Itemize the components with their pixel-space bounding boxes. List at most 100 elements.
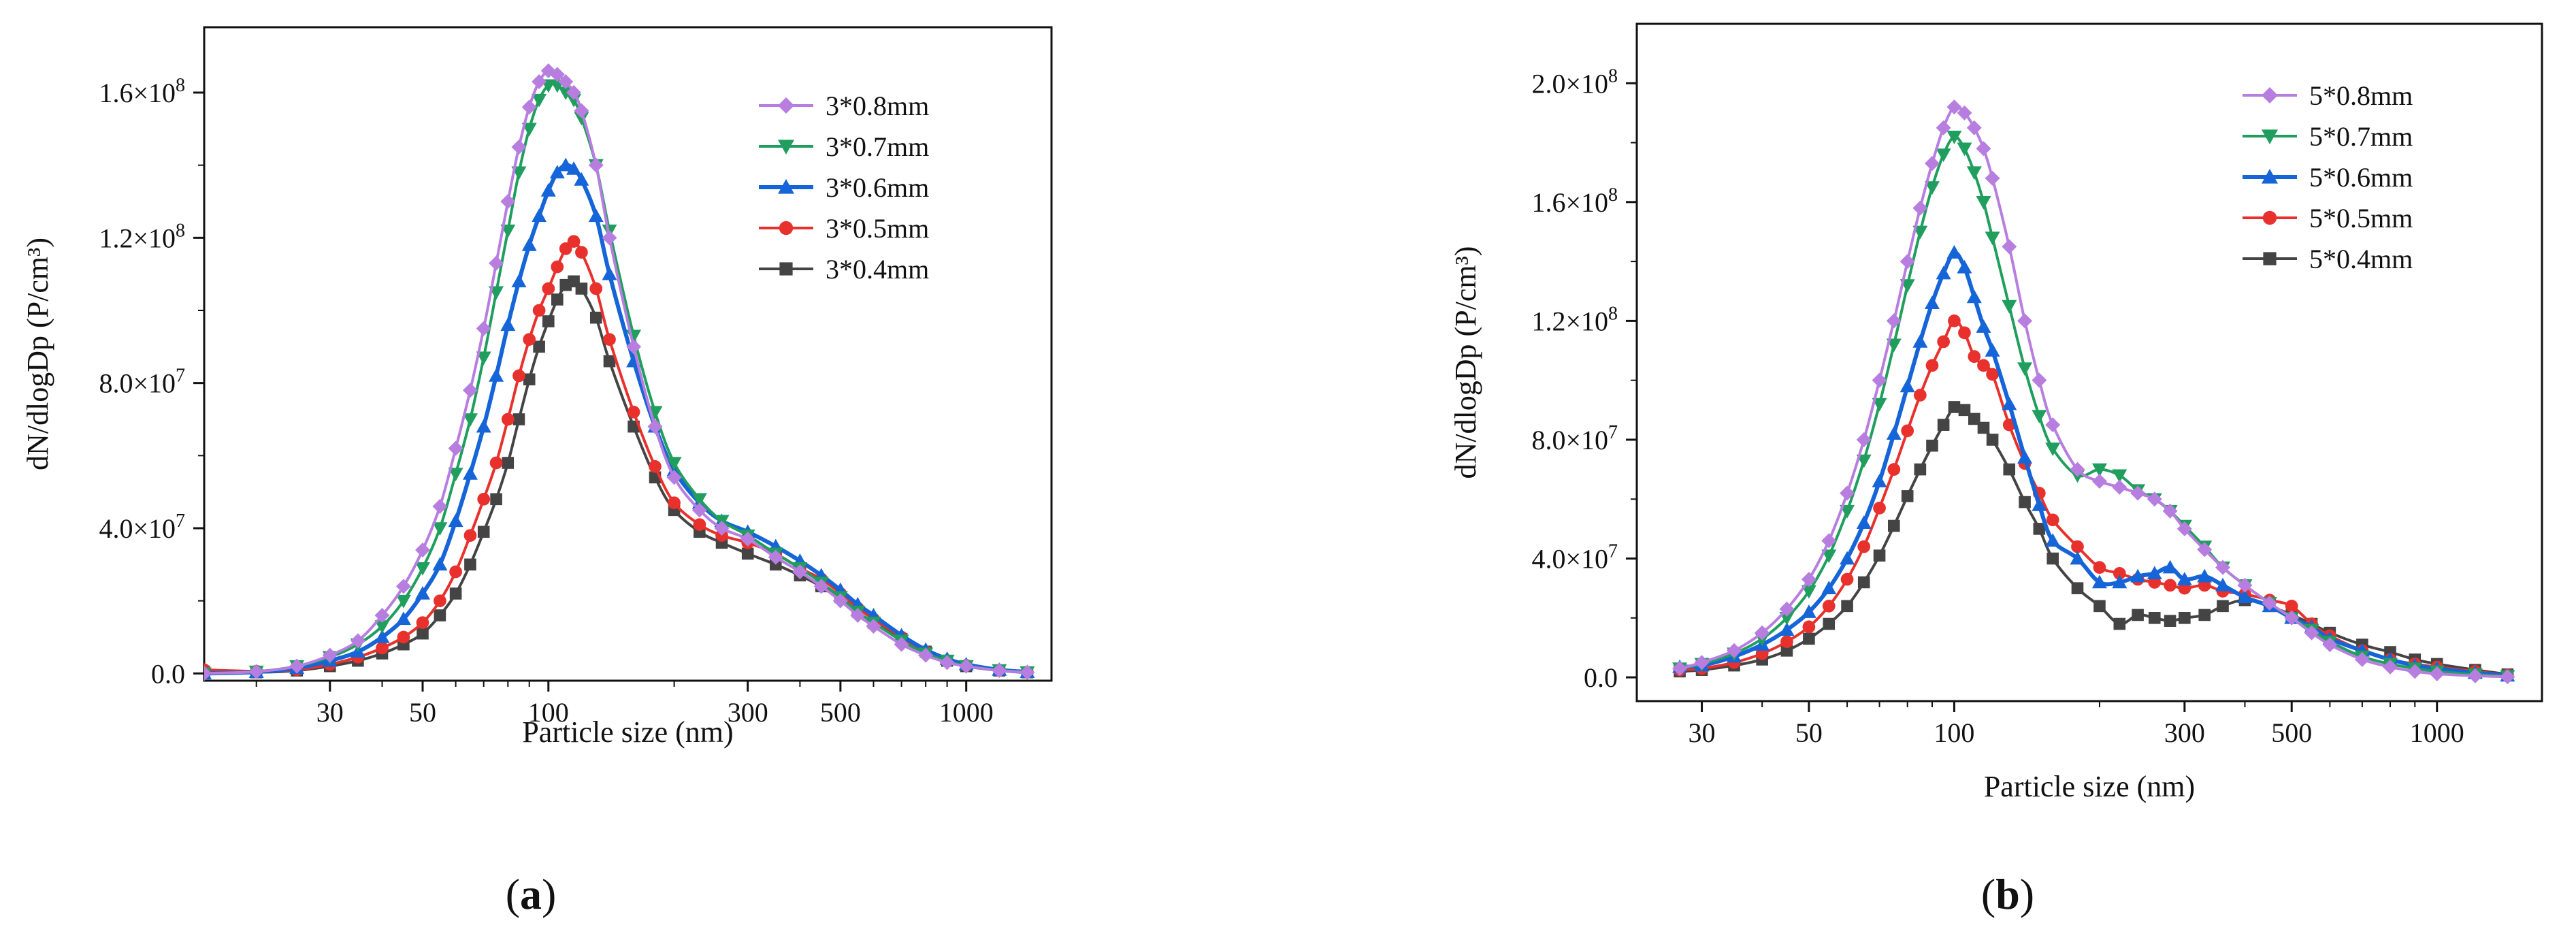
data-point	[1802, 620, 1816, 634]
data-point	[1986, 368, 1999, 381]
data-point	[1823, 617, 1836, 630]
data-point	[414, 562, 430, 576]
y-tick-label: 8.0×107	[1531, 422, 1618, 455]
data-point	[1976, 196, 1991, 210]
data-point	[1803, 632, 1815, 645]
legend-item: 5*0.7mm	[2243, 121, 2413, 152]
y-tick-label: 0.0	[1584, 662, 1618, 693]
data-point	[1977, 359, 1990, 372]
data-point	[1840, 504, 1855, 519]
data-point	[792, 564, 808, 579]
data-point	[588, 208, 604, 223]
data-point	[1937, 419, 1950, 431]
data-point	[603, 355, 616, 368]
data-point	[992, 663, 1007, 679]
data-point	[374, 620, 390, 634]
series-line	[1679, 319, 2508, 677]
data-point	[532, 74, 547, 89]
legend-label: 5*0.5mm	[2309, 203, 2413, 233]
y-tick-label: 2.0×108	[1531, 65, 1618, 99]
data-point	[1822, 600, 1836, 613]
y-tick-label: 1.6×108	[1531, 184, 1618, 218]
data-point	[1856, 454, 1872, 468]
data-point	[558, 157, 574, 172]
data-point	[2091, 463, 2107, 477]
data-point	[476, 419, 491, 433]
data-point	[2002, 300, 2017, 314]
data-point	[551, 293, 564, 306]
data-point	[666, 457, 682, 470]
legend-marker	[2262, 210, 2277, 225]
data-point	[2500, 669, 2515, 685]
data-point	[1780, 635, 1793, 649]
data-point	[432, 522, 448, 536]
legend-item: 3*0.7mm	[759, 131, 929, 162]
data-point	[2033, 523, 2046, 535]
data-point	[1985, 170, 2000, 186]
legend-item: 5*0.6mm	[2243, 162, 2413, 193]
data-point	[2130, 568, 2146, 583]
data-point	[2071, 582, 2084, 594]
data-point	[414, 586, 430, 600]
data-point	[1966, 289, 1982, 304]
data-point	[1977, 421, 1990, 434]
data-point	[939, 655, 955, 670]
data-point	[2112, 575, 2127, 589]
data-point	[566, 161, 582, 175]
data-point	[714, 521, 730, 536]
data-point	[1985, 231, 2000, 246]
data-point	[2217, 600, 2229, 613]
data-point	[1886, 313, 1902, 329]
data-point	[1957, 142, 1972, 157]
x-axis-label: Particle size (nm)	[522, 715, 733, 749]
legend-marker	[779, 221, 794, 236]
legend-label: 3*0.6mm	[826, 172, 929, 203]
data-point	[476, 321, 491, 336]
data-point	[523, 373, 536, 386]
data-point	[477, 525, 490, 538]
data-point	[417, 627, 429, 640]
data-point	[2147, 566, 2162, 580]
data-point	[813, 579, 829, 594]
data-point	[603, 333, 616, 346]
data-point	[1926, 439, 1938, 452]
data-point	[533, 340, 545, 353]
data-point	[432, 557, 448, 571]
data-point	[462, 466, 478, 480]
series-5*0.4mm	[1674, 401, 2514, 681]
data-point	[462, 383, 478, 398]
x-tick-label: 30	[1689, 717, 1716, 748]
data-point	[2045, 417, 2061, 433]
plot-area	[1672, 99, 2515, 685]
data-point	[2070, 462, 2085, 477]
plot-frame	[203, 26, 1053, 682]
data-point	[1873, 501, 1886, 515]
data-point	[589, 311, 602, 324]
data-point	[2130, 485, 2146, 501]
data-point	[1924, 156, 1940, 172]
data-point	[2113, 617, 2126, 630]
x-tick-label: 100	[1934, 717, 1974, 748]
data-point	[374, 630, 390, 643]
x-tick-label: 500	[820, 697, 861, 728]
data-point	[500, 194, 516, 209]
data-point	[2093, 600, 2106, 613]
data-point	[2112, 469, 2127, 483]
data-point	[574, 103, 589, 118]
data-point	[1888, 519, 1900, 532]
data-point	[1801, 604, 1816, 618]
data-point	[350, 633, 365, 649]
data-point	[1958, 326, 1971, 340]
data-point	[1901, 490, 1914, 502]
data-point	[2164, 615, 2176, 627]
legend-marker	[779, 262, 793, 276]
data-point	[2002, 396, 2017, 410]
data-point	[434, 594, 446, 608]
data-point	[693, 518, 706, 532]
legend-item: 3*0.6mm	[759, 172, 929, 203]
series-line	[204, 240, 1028, 674]
data-point	[521, 238, 537, 251]
data-point	[395, 611, 411, 626]
data-point	[1946, 99, 1962, 115]
y-tick-label: 4.0×107	[99, 511, 185, 544]
